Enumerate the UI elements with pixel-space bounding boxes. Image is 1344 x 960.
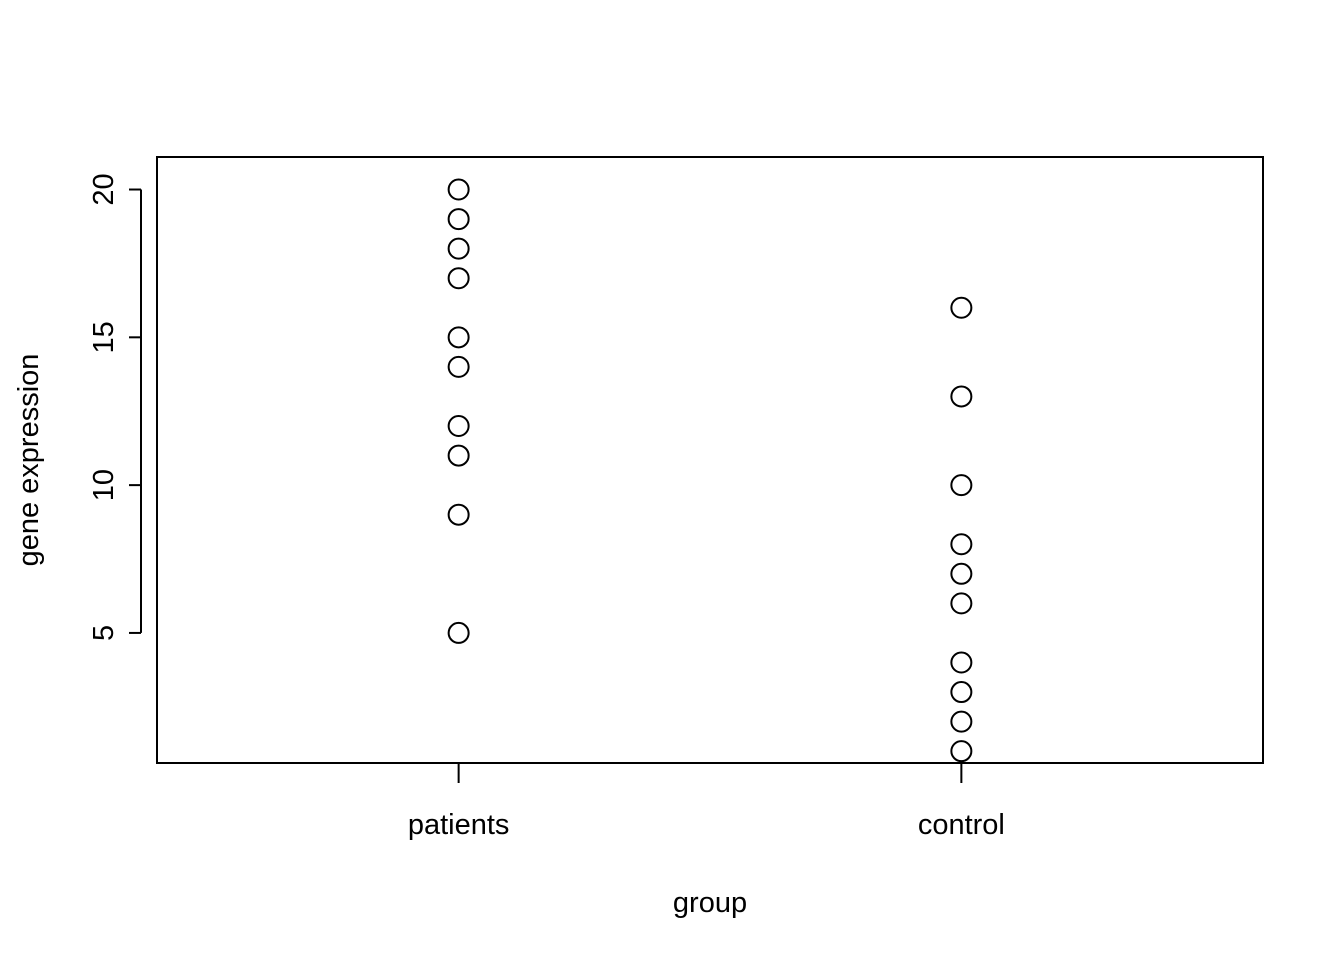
plot-frame: [156, 156, 1264, 764]
data-point-patients: [447, 326, 470, 349]
y-tick-label: 20: [88, 173, 120, 205]
data-point-control: [950, 740, 973, 763]
data-point-patients: [447, 178, 470, 201]
data-point-control: [950, 533, 973, 556]
data-point-patients: [447, 355, 470, 378]
y-tick-label: 15: [88, 321, 120, 353]
data-point-patients: [447, 237, 470, 260]
data-point-control: [950, 562, 973, 585]
y-tick-label: 5: [88, 625, 120, 641]
x-tick-label-patients: patients: [408, 809, 510, 841]
data-point-control: [950, 681, 973, 704]
data-point-control: [950, 710, 973, 733]
data-point-control: [950, 474, 973, 497]
y-axis: 5 10 15 20: [88, 173, 142, 641]
y-tick-label: 10: [88, 469, 120, 501]
data-point-patients: [447, 267, 470, 290]
x-tick-label-control: control: [918, 809, 1005, 841]
data-point-patients: [447, 208, 470, 231]
x-axis-title: group: [673, 887, 747, 919]
data-point-control: [950, 385, 973, 408]
data-point-patients: [447, 444, 470, 467]
x-axis: patients control: [408, 763, 1005, 841]
y-axis-title: gene expression: [13, 354, 45, 567]
data-point-patients: [447, 621, 470, 644]
data-points: [447, 178, 973, 763]
data-point-patients: [447, 503, 470, 526]
data-point-control: [950, 296, 973, 319]
data-point-control: [950, 651, 973, 674]
data-point-patients: [447, 415, 470, 438]
data-point-control: [950, 592, 973, 615]
